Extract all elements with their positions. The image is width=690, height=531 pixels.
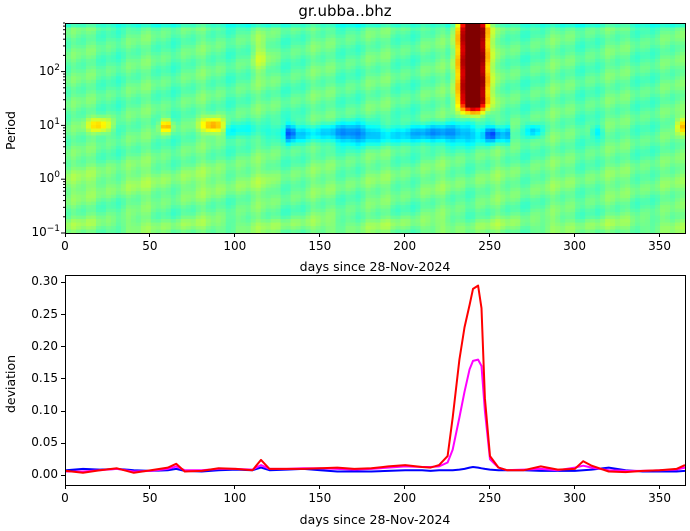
bottom-xtick-mark	[149, 485, 151, 489]
series-magenta-line	[66, 358, 685, 473]
top-xtick-mark	[404, 233, 406, 237]
top-xtick-mark	[234, 233, 236, 237]
heatmap-axes	[65, 23, 686, 234]
ytick-1e0: 100	[38, 170, 60, 185]
series-red-line	[66, 284, 685, 474]
top-xtick-mark	[489, 233, 491, 237]
bottom-xlabel: days since 28-Nov-2024	[299, 512, 451, 527]
chart-title: gr.ubba..bhz	[298, 2, 392, 20]
bottom-ytick-mark	[61, 410, 65, 412]
top-ylabel: Period	[3, 111, 18, 150]
bottom-ytick-label: 0.00	[31, 467, 58, 482]
bottom-xtick-label: 350	[648, 491, 671, 505]
bottom-xtick-mark	[404, 485, 406, 489]
bottom-ytick-mark	[61, 281, 65, 283]
bottom-ytick-label: 0.05	[31, 435, 58, 450]
bottom-xtick-mark	[319, 485, 321, 489]
top-xtick-label: 150	[308, 239, 332, 253]
top-xtick-label: 350	[648, 239, 671, 253]
ytick-1e2: 102	[38, 63, 60, 78]
top-xtick-mark	[149, 233, 151, 237]
bottom-xtick-mark	[234, 485, 236, 489]
bottom-ytick-mark	[61, 314, 65, 316]
bottom-xtick-label: 0	[61, 491, 69, 505]
top-xtick-mark	[319, 233, 321, 237]
bottom-ytick-label: 0.10	[31, 403, 58, 418]
top-xtick-label: 250	[478, 239, 502, 253]
top-xlabel: days since 28-Nov-2024	[299, 259, 451, 274]
bottom-xtick-mark	[489, 485, 491, 489]
bottom-ytick-mark	[61, 442, 65, 444]
top-xtick-label: 100	[223, 239, 247, 253]
top-xtick-label: 50	[142, 239, 158, 253]
bottom-xtick-mark	[659, 485, 661, 489]
bottom-xtick-label: 300	[563, 491, 587, 505]
bottom-xtick-label: 50	[142, 491, 158, 505]
bottom-xtick-label: 250	[478, 491, 502, 505]
bottom-ytick-mark	[61, 474, 65, 476]
top-xtick-label: 0	[61, 239, 69, 253]
heatmap-y-ticks	[61, 22, 65, 234]
bottom-ytick-mark	[61, 378, 65, 380]
bottom-xtick-mark	[574, 485, 576, 489]
bottom-ytick-label: 0.25	[31, 306, 58, 321]
ytick-1e1: 101	[38, 117, 60, 132]
line-plot	[66, 284, 685, 474]
ytick-1e-1: 10−1	[31, 224, 60, 239]
bottom-xtick-label: 200	[393, 491, 417, 505]
bottom-xtick-label: 150	[308, 491, 332, 505]
top-xtick-label: 200	[393, 239, 417, 253]
top-xtick-mark	[574, 233, 576, 237]
bottom-ytick-label: 0.20	[31, 338, 58, 353]
bottom-ytick-label: 0.30	[31, 274, 58, 289]
bottom-ytick-mark	[61, 346, 65, 348]
bottom-xtick-mark	[64, 485, 66, 489]
line-axes	[65, 275, 686, 486]
top-xtick-mark	[659, 233, 661, 237]
bottom-ytick-label: 0.15	[31, 370, 58, 385]
top-xtick-mark	[64, 233, 66, 237]
heatmap-image	[66, 24, 685, 233]
top-xtick-label: 300	[563, 239, 587, 253]
bottom-xtick-label: 100	[223, 491, 247, 505]
